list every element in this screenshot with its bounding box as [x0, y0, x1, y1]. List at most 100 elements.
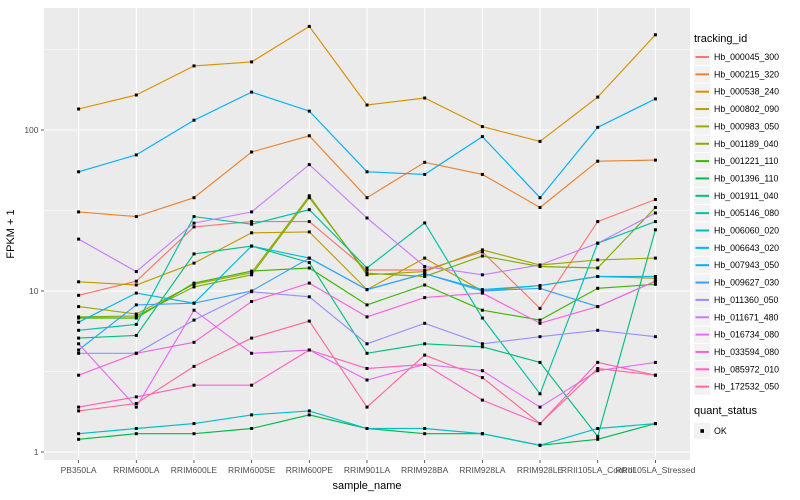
data-point	[250, 383, 254, 387]
data-point	[307, 348, 311, 352]
data-point	[77, 409, 81, 413]
legend-label: Hb_000802_090	[714, 104, 779, 114]
data-point	[250, 351, 254, 355]
data-point	[77, 405, 81, 409]
data-point	[134, 316, 138, 320]
data-point	[596, 159, 600, 163]
data-point	[192, 285, 196, 289]
data-point	[134, 303, 138, 307]
legend-entry-Hb_033594_080: Hb_033594_080	[694, 343, 779, 361]
data-point	[365, 342, 369, 346]
data-point	[134, 405, 138, 409]
data-point	[307, 256, 311, 260]
data-point	[250, 222, 254, 226]
x-tick-label: RRIM600PE	[286, 465, 334, 475]
data-point	[365, 303, 369, 307]
data-point	[653, 282, 657, 286]
data-point	[192, 118, 196, 122]
legend-entry-Hb_006060_020: Hb_006060_020	[694, 222, 779, 239]
data-point	[77, 107, 81, 111]
x-axis-title: sample_name	[332, 480, 401, 492]
data-point	[134, 402, 138, 405]
data-point	[365, 378, 369, 382]
data-point	[480, 308, 484, 312]
data-point	[307, 24, 311, 28]
data-point	[77, 305, 81, 309]
data-point	[480, 342, 484, 346]
y-tick-label: 1	[34, 447, 39, 457]
data-point	[250, 220, 254, 224]
data-point	[653, 220, 657, 224]
data-point	[307, 220, 311, 224]
legend-entry-Hb_001396_110: Hb_001396_110	[694, 170, 779, 187]
data-point	[307, 134, 311, 138]
data-point	[423, 256, 427, 260]
data-point	[653, 276, 657, 280]
data-point	[538, 443, 542, 447]
data-point	[538, 321, 542, 325]
data-point	[307, 194, 311, 198]
data-point	[250, 231, 254, 235]
data-point	[480, 248, 484, 252]
data-point	[653, 158, 657, 162]
legend-entry-Hb_011671_480: Hb_011671_480	[694, 309, 779, 326]
data-point	[538, 405, 542, 409]
data-point	[307, 409, 311, 413]
data-point	[423, 268, 427, 272]
legend-entry-Hb_001911_040: Hb_001911_040	[694, 187, 779, 204]
data-point	[307, 230, 311, 234]
data-point	[134, 395, 138, 399]
data-point	[250, 273, 254, 277]
data-point	[134, 314, 138, 318]
legend-entry-Hb_016734_080: Hb_016734_080	[694, 326, 779, 343]
legend-entry-Hb_001189_040: Hb_001189_040	[694, 135, 779, 152]
legend-label: Hb_085972_010	[714, 364, 779, 374]
data-point	[134, 279, 138, 283]
data-point	[596, 258, 600, 262]
data-point	[307, 266, 311, 270]
x-tick-label: RRIM901LA	[344, 465, 391, 475]
legend-label: OK	[714, 426, 727, 436]
legend-label: Hb_172532_050	[714, 382, 779, 392]
data-point	[653, 335, 657, 339]
legend-label: Hb_007943_050	[714, 260, 779, 270]
data-point	[192, 281, 196, 285]
data-point	[134, 432, 138, 436]
data-point	[250, 271, 254, 275]
legend-entry-Hb_085972_010: Hb_085972_010	[694, 361, 779, 378]
data-point	[596, 95, 600, 99]
data-point	[653, 97, 657, 101]
data-point	[480, 172, 484, 176]
data-point	[77, 210, 81, 214]
data-point	[596, 369, 600, 373]
data-point	[653, 211, 657, 215]
data-point	[365, 367, 369, 370]
data-point	[596, 275, 600, 278]
legend-title-quant-status: quant_status	[694, 405, 757, 417]
data-point	[192, 383, 196, 387]
data-point	[77, 280, 81, 284]
data-point	[480, 125, 484, 129]
data-point	[307, 295, 311, 299]
data-point	[480, 135, 484, 139]
data-point	[423, 427, 427, 430]
data-point	[250, 244, 254, 248]
data-point	[134, 283, 138, 287]
data-point	[192, 225, 196, 229]
data-point	[77, 348, 81, 352]
data-point	[192, 64, 196, 68]
data-point	[77, 293, 81, 297]
data-point	[134, 153, 138, 157]
legend-label: Hb_000045_300	[714, 52, 779, 62]
data-point	[134, 215, 138, 219]
data-point	[365, 216, 369, 220]
data-point	[423, 362, 427, 366]
data-point	[596, 241, 600, 245]
data-point	[365, 405, 369, 409]
data-point	[423, 221, 427, 225]
data-point	[596, 305, 600, 309]
data-point	[307, 196, 311, 200]
data-point	[480, 345, 484, 349]
data-point	[192, 422, 196, 426]
